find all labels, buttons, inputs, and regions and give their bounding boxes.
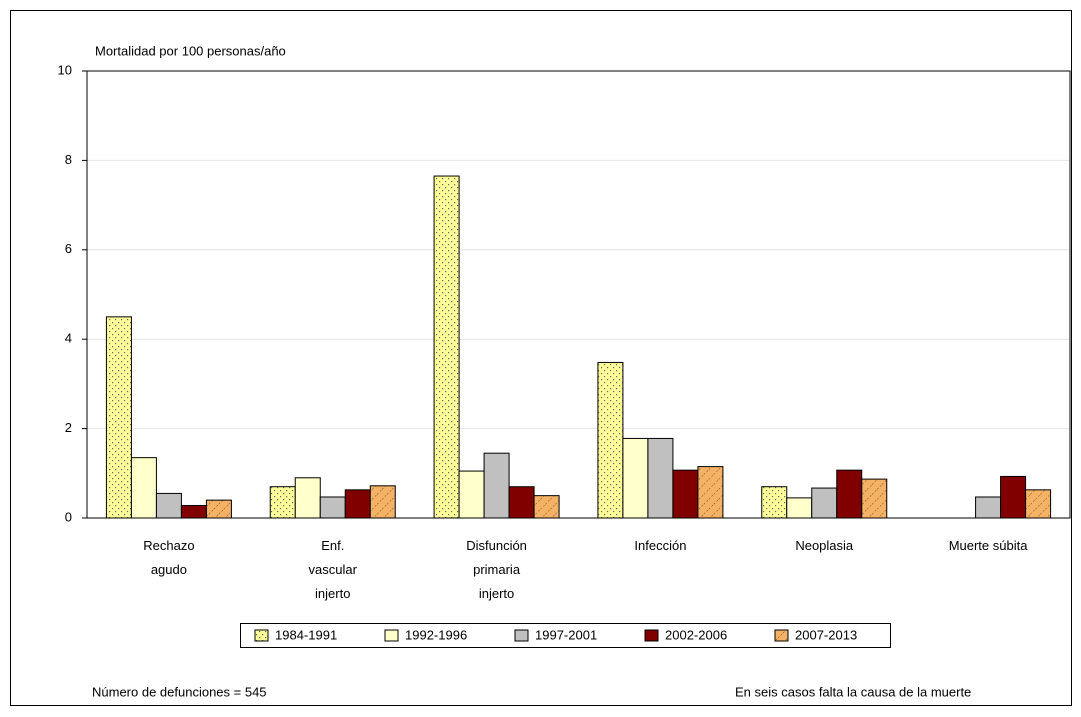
frame [10,10,1072,706]
y-tick-label: 10 [58,62,72,77]
bar [761,486,788,519]
x-tick-label-line: Muerte súbita [949,538,1029,553]
bar [105,316,132,519]
note: Número de defunciones = 545 [92,684,267,699]
y-tick-label: 2 [65,420,72,435]
legend-label: 1992-1996 [405,627,467,642]
bar [319,496,346,519]
bar [1000,475,1027,519]
bar [180,504,207,519]
bar [533,495,560,519]
bar [836,469,863,519]
x-tick-label-line: Enf. [321,538,344,553]
legend-swatch [514,629,529,642]
bar [597,361,624,519]
x-tick-label-line: vascular [309,562,358,577]
bar [786,497,813,519]
legend-label: 1997-2001 [535,627,597,642]
x-tick-label-line: injerto [315,586,350,601]
bar [433,175,460,519]
bar [130,457,157,519]
x-tick-label: Enf. vascular injerto [309,538,358,601]
bar [294,477,321,519]
x-tick-label-line: Infección [634,538,686,553]
bar [508,486,535,519]
bar [811,487,838,519]
y-tick-label: 6 [65,241,72,256]
bar [269,486,296,519]
bar [205,499,232,519]
bar [622,437,649,519]
bar [672,469,699,519]
x-tick-label-line: agudo [151,562,187,577]
bar [344,489,371,519]
legend-label: 1984-1991 [275,627,337,642]
y-tick-label: 0 [65,509,72,524]
x-tick-label: Neoplasia [795,538,854,553]
bar [483,452,510,519]
bar [458,470,485,519]
bar [647,437,674,519]
x-tick-label: Muerte súbita [949,538,1029,553]
legend-label: 2007-2013 [795,627,857,642]
x-tick-label-line: Rechazo [143,538,194,553]
bar [1025,489,1052,519]
bar [697,466,724,519]
legend-label: 2002-2006 [665,627,727,642]
bar [369,485,396,519]
legend-swatch [384,629,399,642]
bar [155,492,182,519]
x-tick-label-line: Disfunción [466,538,527,553]
y-tick-label: 4 [65,331,72,346]
x-tick-label: Disfunción primaria injerto [466,538,527,601]
plot-area [86,70,1071,519]
bar [975,496,1002,519]
x-tick-label: Rechazo agudo [143,538,194,577]
x-tick-label-line: primaria [473,562,521,577]
y-tick-label: 8 [65,152,72,167]
note: En seis casos falta la causa de la muert… [735,684,971,699]
legend-swatch [774,629,789,642]
x-tick-label-line: injerto [479,586,514,601]
legend-swatch [254,629,269,642]
y-axis-title: Mortalidad por 100 personas/año [95,43,286,58]
legend-swatch [644,629,659,642]
x-tick-label: Infección [634,538,686,553]
x-tick-label-line: Neoplasia [795,538,854,553]
bar [861,478,888,519]
